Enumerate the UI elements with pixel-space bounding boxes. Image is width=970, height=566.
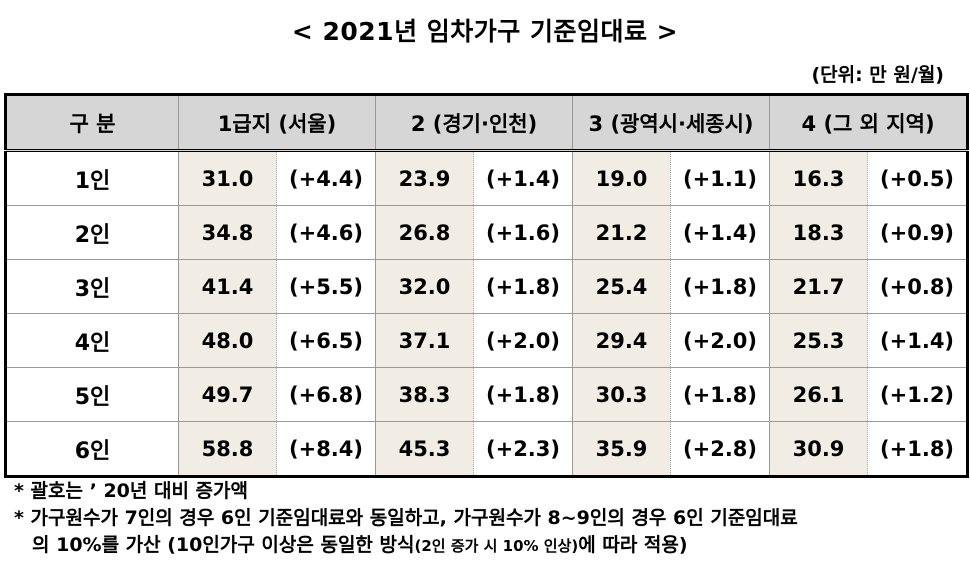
row-label: 4인 <box>4 313 179 368</box>
rent-value: 32.0 <box>375 259 474 314</box>
table-row: 6인 58.8 (+8.4) 45.3 (+2.3) 35.9 (+2.8) 3… <box>4 421 970 478</box>
page-title: < 2021년 임차가구 기준임대료 > <box>291 17 679 46</box>
table-row: 5인 49.7 (+6.8) 38.3 (+1.8) 30.3 (+1.8) 2… <box>4 367 970 422</box>
table-header-row: 구 분 1급지 (서울) 2 (경기·인천) 3 (광역시·세종시) 4 (그 … <box>4 93 970 152</box>
rent-change: (+1.4) <box>867 313 970 368</box>
rent-change: (+0.9) <box>867 205 970 260</box>
rent-value: 58.8 <box>178 421 277 478</box>
rent-value: 35.9 <box>572 421 671 478</box>
rent-change: (+1.4) <box>670 205 770 260</box>
row-label: 6인 <box>4 421 179 478</box>
rent-value: 41.4 <box>178 259 277 314</box>
rent-value: 48.0 <box>178 313 277 368</box>
rent-change: (+2.3) <box>472 421 573 478</box>
row-label: 2인 <box>4 205 179 260</box>
rent-change: (+1.8) <box>472 367 573 422</box>
rent-value: 31.0 <box>178 150 277 206</box>
rent-value: 25.3 <box>769 313 868 368</box>
rent-value: 29.4 <box>572 313 671 368</box>
rent-value: 37.1 <box>375 313 474 368</box>
rent-change: (+1.8) <box>670 367 770 422</box>
rent-value: 26.8 <box>375 205 474 260</box>
rent-change: (+0.8) <box>867 259 970 314</box>
rent-value: 19.0 <box>572 150 671 206</box>
header-region-2: 2 (경기·인천) <box>374 93 573 152</box>
header-category: 구 분 <box>4 93 179 152</box>
rent-value: 25.4 <box>572 259 671 314</box>
row-label: 5인 <box>4 367 179 422</box>
footnotes: * 괄호는 ’ 20년 대비 증가액 * 가구원수가 7인의 경우 6인 기준임… <box>14 478 964 560</box>
rent-value: 38.3 <box>375 367 474 422</box>
rent-value: 26.1 <box>769 367 868 422</box>
rent-value: 21.7 <box>769 259 868 314</box>
table-row: 2인 34.8 (+4.6) 26.8 (+1.6) 21.2 (+1.4) 1… <box>4 205 970 260</box>
rent-change: (+1.4) <box>472 150 573 206</box>
header-region-1: 1급지 (서울) <box>178 93 376 152</box>
rent-value: 30.9 <box>769 421 868 478</box>
rent-value: 23.9 <box>375 150 474 206</box>
rent-table: 구 분 1급지 (서울) 2 (경기·인천) 3 (광역시·세종시) 4 (그 … <box>4 93 970 478</box>
rent-value: 34.8 <box>178 205 277 260</box>
rent-value: 49.7 <box>178 367 277 422</box>
footnote-2-line-2: 의 10%를 가산 (10인가구 이상은 동일한 방식(2인 증가 시 10% … <box>14 532 964 560</box>
header-region-4: 4 (그 외 지역) <box>769 93 970 152</box>
row-label: 1인 <box>4 150 179 206</box>
rent-value: 21.2 <box>572 205 671 260</box>
rent-change: (+6.8) <box>276 367 376 422</box>
footnote-2-line-1: * 가구원수가 7인의 경우 6인 기준임대료와 동일하고, 가구원수가 8~9… <box>14 507 798 529</box>
rent-change: (+1.8) <box>670 259 770 314</box>
rent-change: (+4.4) <box>276 150 376 206</box>
footnote-2-small-text: (2인 증가 시 10% 인상) <box>414 537 579 555</box>
table-row: 1인 31.0 (+4.4) 23.9 (+1.4) 19.0 (+1.1) 1… <box>4 150 970 206</box>
rent-change: (+8.4) <box>276 421 376 478</box>
rent-value: 16.3 <box>769 150 868 206</box>
rent-change: (+2.0) <box>670 313 770 368</box>
rent-change: (+6.5) <box>276 313 376 368</box>
rent-change: (+1.1) <box>670 150 770 206</box>
rent-change: (+1.8) <box>867 421 970 478</box>
row-label: 3인 <box>4 259 179 314</box>
footnote-1: * 괄호는 ’ 20년 대비 증가액 <box>14 480 248 502</box>
rent-change: (+2.0) <box>472 313 573 368</box>
rent-value: 18.3 <box>769 205 868 260</box>
rent-change: (+0.5) <box>867 150 970 206</box>
table-row: 4인 48.0 (+6.5) 37.1 (+2.0) 29.4 (+2.0) 2… <box>4 313 970 368</box>
rent-change: (+4.6) <box>276 205 376 260</box>
header-region-3: 3 (광역시·세종시) <box>572 93 770 152</box>
rent-change: (+1.6) <box>472 205 573 260</box>
rent-change: (+5.5) <box>276 259 376 314</box>
rent-change: (+2.8) <box>670 421 770 478</box>
table-row: 3인 41.4 (+5.5) 32.0 (+1.8) 25.4 (+1.8) 2… <box>4 259 970 314</box>
footnote-2-end-text: 에 따라 적용) <box>578 534 688 556</box>
rent-change: (+1.2) <box>867 367 970 422</box>
rent-value: 30.3 <box>572 367 671 422</box>
rent-change: (+1.8) <box>472 259 573 314</box>
rent-value: 45.3 <box>375 421 474 478</box>
unit-label: (단위: 만 원/월) <box>811 64 944 86</box>
footnote-2-main-text: 의 10%를 가산 (10인가구 이상은 동일한 방식 <box>32 534 415 556</box>
